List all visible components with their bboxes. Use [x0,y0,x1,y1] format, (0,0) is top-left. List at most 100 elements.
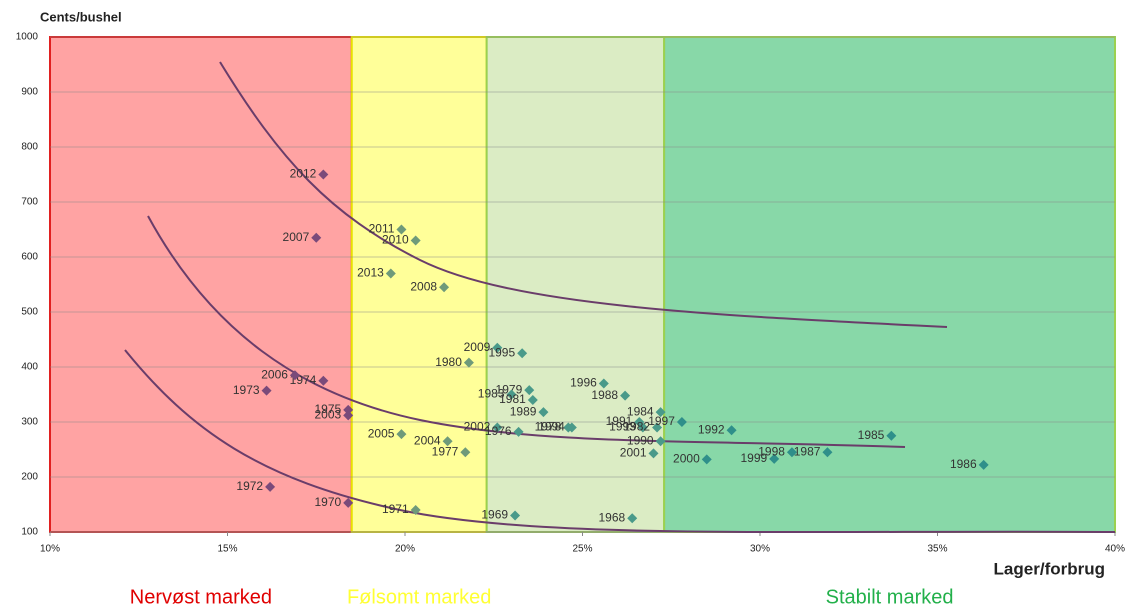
point-label: 1976 [485,424,512,438]
point [439,282,450,293]
point [318,169,329,180]
point-label: 1980 [435,355,462,369]
point [289,370,300,381]
point-label: 2002 [464,420,491,434]
point [822,447,833,458]
point-label: 1978 [535,420,562,434]
point [627,513,638,524]
y-tick-label: 800 [21,142,38,153]
x-axis-label: Lager/forbrug [994,559,1105,578]
trend-curve [219,61,948,328]
point-label: 1988 [591,388,618,402]
point [318,375,329,386]
point-label: 1985 [858,428,885,442]
point-label: 1990 [627,433,654,447]
point [769,453,780,464]
point [311,232,322,243]
point-label: 2000 [673,452,700,466]
point-label: 2009 [464,340,491,354]
point [343,404,354,415]
point-label: 1997 [648,414,675,428]
point-label: 2001 [620,446,647,460]
point-label: 2003 [314,408,341,422]
x-tick-label: 40% [1105,544,1125,555]
point-label: 1981 [499,392,526,406]
point [786,447,797,458]
region-label: Stabilt marked [826,586,954,608]
point [492,342,503,353]
point [598,378,609,389]
point [396,224,407,235]
point-label: 2006 [261,367,288,381]
point-label: 1984 [627,404,654,418]
point [410,235,421,246]
trend-curve [124,349,1116,534]
point-label: 1995 [488,345,515,359]
point [506,389,517,400]
x-tick-label: 15% [217,544,237,555]
trend-curves [124,61,1116,534]
point-label: 2013 [357,266,384,280]
point [410,505,421,515]
trend-curve [147,215,906,448]
x-tick-label: 10% [40,544,60,555]
point [701,454,712,465]
point [620,390,631,401]
y-tick-label: 400 [21,362,38,373]
x-tick-label: 20% [395,544,415,555]
point-label: 2008 [410,279,437,293]
point-label: 1970 [314,495,341,509]
point [538,407,549,418]
point-label: 2007 [283,230,310,244]
point [510,510,521,521]
point [978,459,989,470]
point [265,481,276,492]
point [652,422,663,433]
point [343,410,354,421]
point-label: 1972 [236,479,263,493]
point-label: 2010 [382,233,409,247]
region [49,36,353,533]
y-tick-label: 300 [21,417,38,428]
point-label: 1989 [510,404,537,418]
region [663,36,1117,533]
point [517,348,528,359]
region-label: Nervøst marked [130,586,272,608]
point-label: 1983 [478,387,505,401]
point-label: 1979 [496,382,523,396]
point-label: 1996 [570,376,597,390]
point-label: 2005 [368,426,395,440]
point [726,425,737,436]
point [566,422,577,433]
x-tick-label: 35% [927,544,947,555]
point-label: 1971 [382,502,409,516]
x-tick-label: 30% [750,544,770,555]
point-label: 1968 [598,510,625,524]
point [261,385,272,396]
point-label: 1999 [740,451,767,465]
x-tick-label: 25% [572,544,592,555]
point-label: 1998 [758,444,785,458]
point [527,395,538,405]
point-label: 2012 [290,167,317,181]
point [460,447,471,458]
point [637,422,648,433]
point-label: 1986 [950,457,977,471]
point [385,268,396,279]
point [492,422,503,433]
point-label: 1991 [606,414,633,428]
point [655,436,666,447]
point [655,407,666,418]
y-tick-label: 900 [21,87,38,98]
point-label: 1982 [623,420,650,434]
region-label: Følsomt marked [347,586,491,608]
y-tick-label: 100 [21,527,38,538]
point [442,436,453,447]
y-tick-label: 1000 [16,32,39,43]
point-label: 1992 [698,422,725,436]
point-label: 1994 [538,420,565,434]
point [886,430,897,441]
point-label: 1969 [481,508,508,522]
